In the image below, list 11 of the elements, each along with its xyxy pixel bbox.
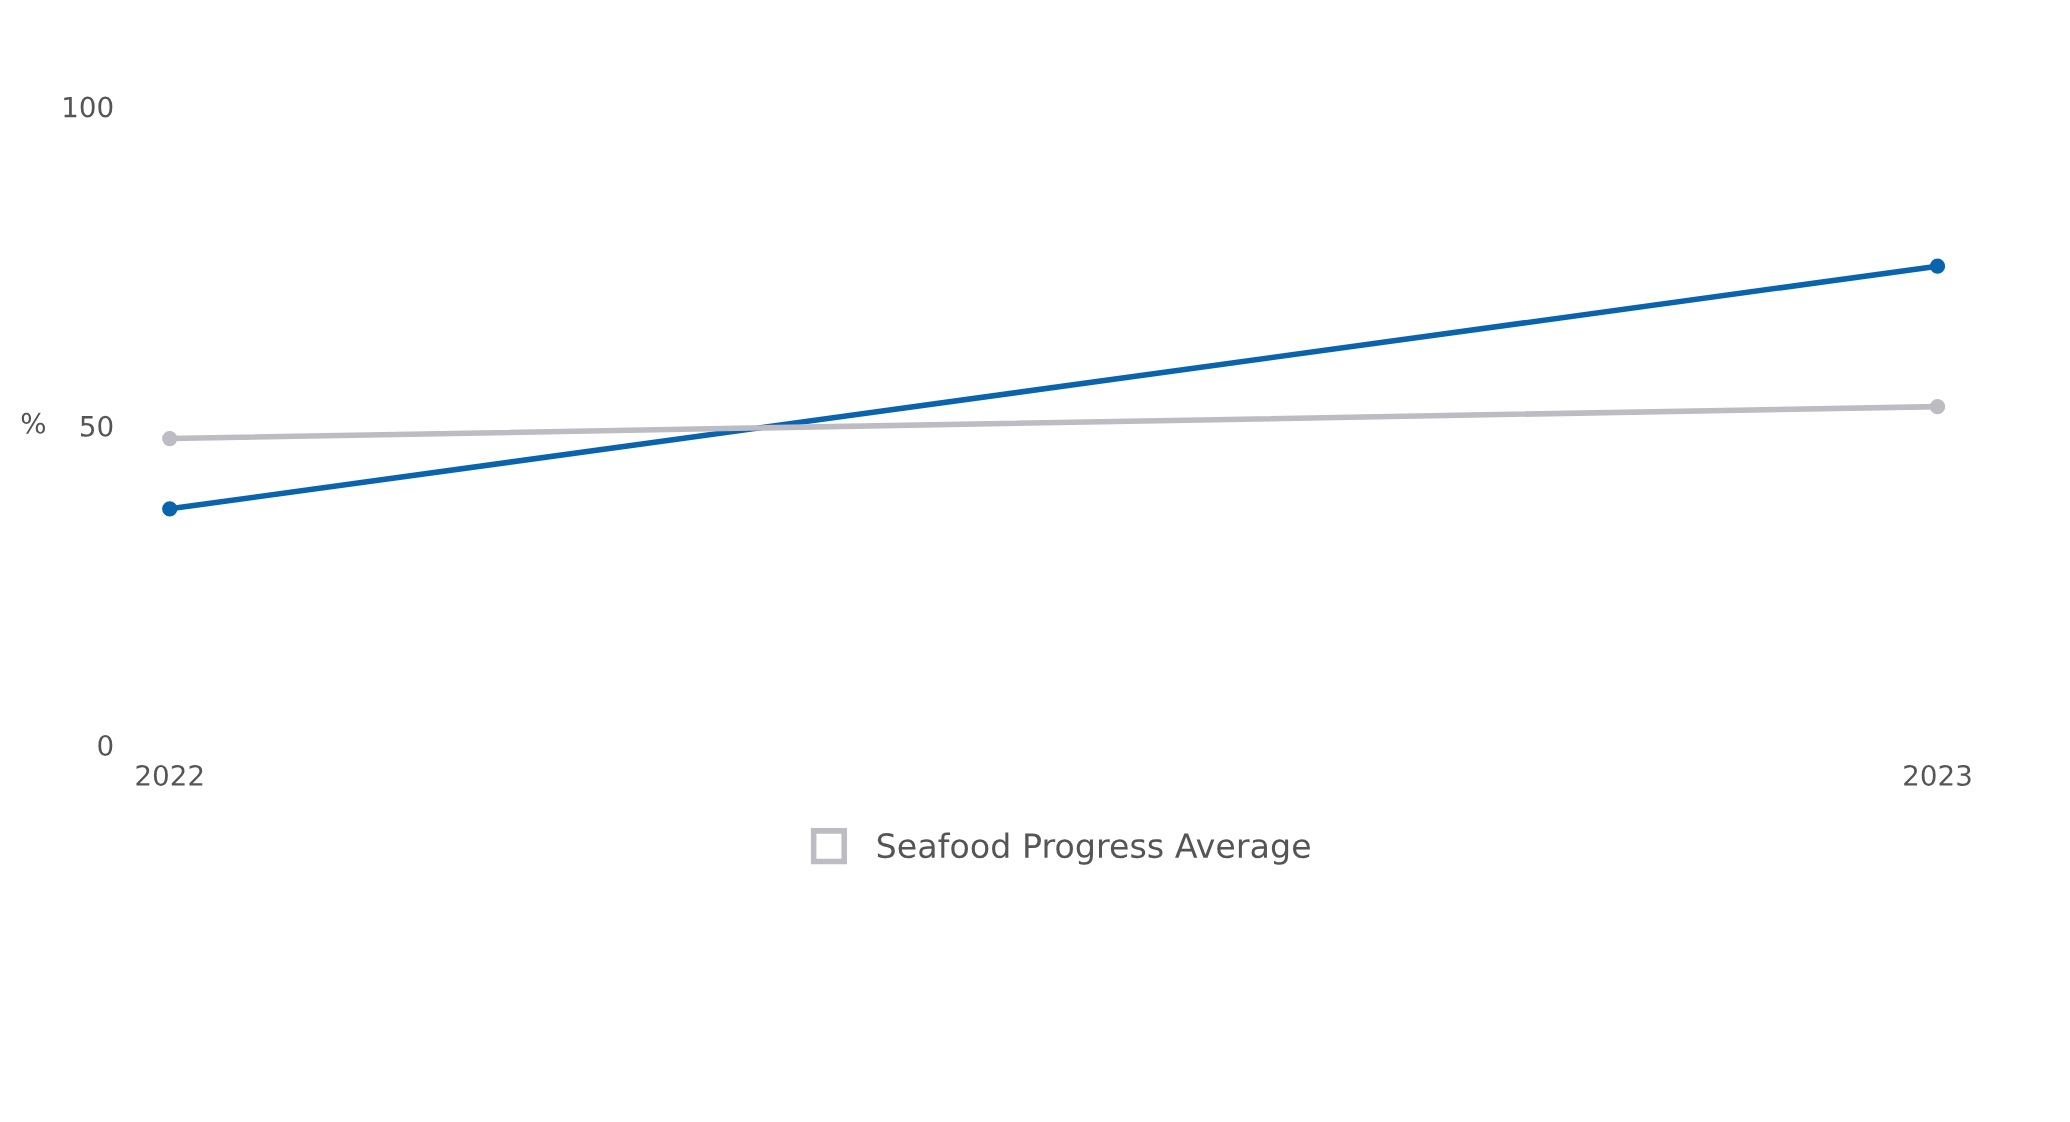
point [162, 430, 178, 447]
y-tick-label: 0 [98, 734, 113, 756]
legend-label: Seafood Progress Average [877, 832, 1310, 865]
y-axis-title: % [21, 412, 46, 434]
x-tick-label: 2023 [1904, 764, 1971, 786]
x-tick-label: 2022 [136, 764, 203, 786]
y-tick-label: 100 [64, 96, 113, 118]
point [1929, 399, 1946, 415]
point [1929, 258, 1946, 274]
y-tick-label: 50 [80, 415, 113, 437]
point [162, 501, 178, 517]
